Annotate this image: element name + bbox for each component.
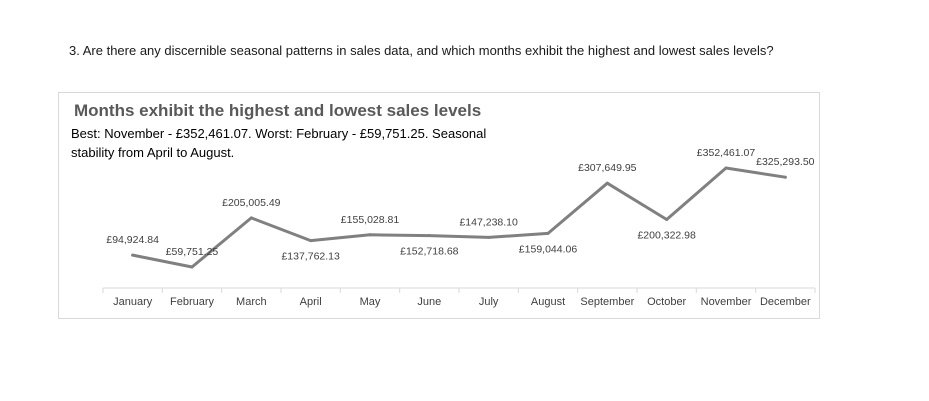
data-point <box>427 234 431 238</box>
data-point <box>665 217 669 221</box>
data-point <box>724 166 728 170</box>
data-label: £94,924.84 <box>106 234 159 246</box>
data-point <box>309 239 313 243</box>
data-label: £155,028.81 <box>341 214 400 226</box>
x-tick-label: November <box>701 296 752 308</box>
chart-title: Months exhibit the highest and lowest sa… <box>74 101 482 120</box>
line-chart: January February March April May June July Augu… <box>102 147 816 308</box>
data-point <box>249 216 253 220</box>
x-tick-label: February <box>170 296 215 308</box>
x-tick-label: April <box>300 296 322 308</box>
data-label: £352,461.07 <box>697 147 756 159</box>
data-label: £325,293.50 <box>756 156 815 168</box>
data-point <box>605 181 609 185</box>
x-tick-label: March <box>236 296 267 308</box>
x-tick-label: December <box>760 296 811 308</box>
x-tick-label: October <box>647 296 686 308</box>
data-label: £200,322.98 <box>637 229 696 241</box>
data-label: £59,751.25 <box>166 246 219 258</box>
chart-container: Months exhibit the highest and lowest sa… <box>58 92 820 319</box>
data-point <box>546 231 550 235</box>
x-tick-label: July <box>479 296 499 308</box>
data-point <box>487 235 491 239</box>
x-tick-label: May <box>360 296 381 308</box>
data-label: £159,044.06 <box>519 243 578 255</box>
data-point <box>368 233 372 237</box>
data-point <box>783 175 787 179</box>
data-label: £205,005.49 <box>222 197 281 209</box>
chart-subtitle: Best: November - £352,461.07. Worst: Feb… <box>71 126 487 160</box>
data-point <box>190 265 194 269</box>
question-text: 3. Are there any discernible seasonal pa… <box>69 43 774 58</box>
data-label: £307,649.95 <box>578 162 637 174</box>
data-label: £147,238.10 <box>459 216 518 228</box>
x-tick-label: August <box>531 296 565 308</box>
x-tick-label: January <box>113 296 153 308</box>
x-tick-label: September <box>580 296 634 308</box>
data-label: £137,762.13 <box>281 251 340 263</box>
data-label: £152,718.68 <box>400 246 459 258</box>
data-point <box>131 253 135 257</box>
x-tick-label: June <box>417 296 441 308</box>
series-line <box>131 166 787 269</box>
